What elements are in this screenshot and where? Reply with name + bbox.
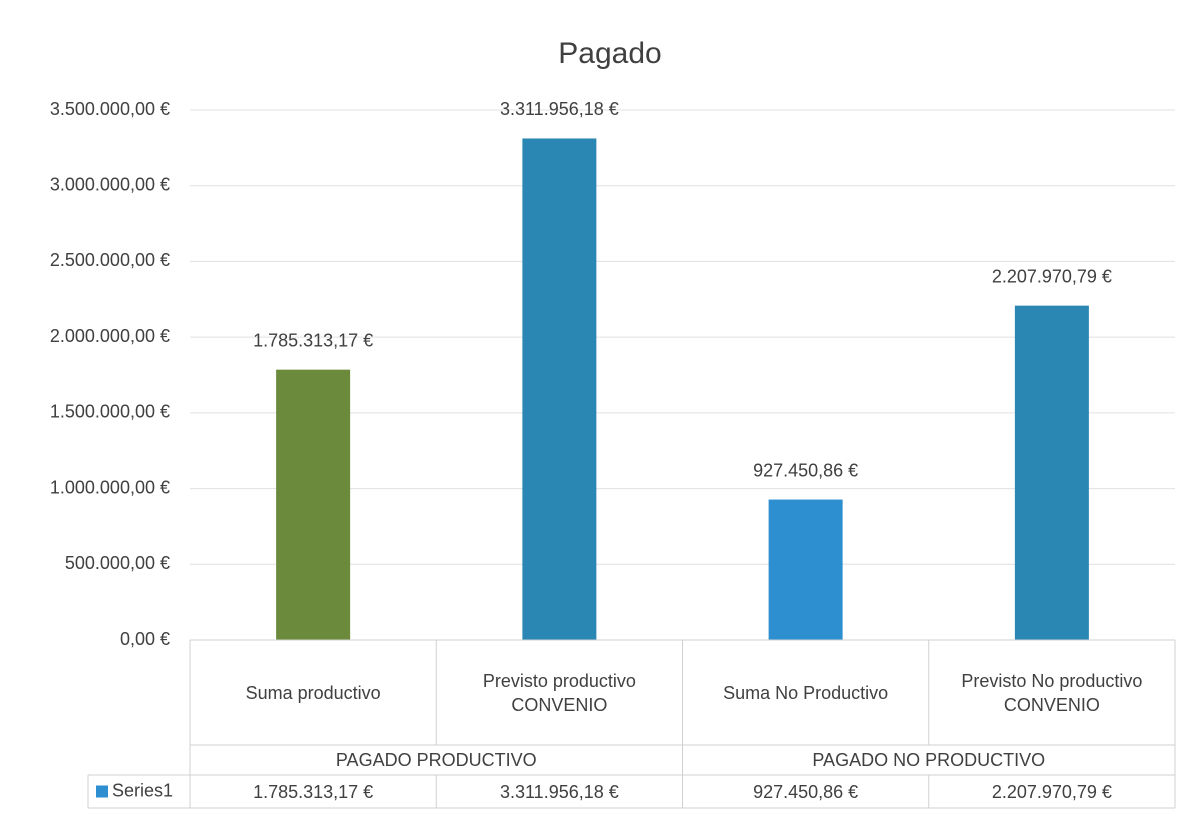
y-tick-label: 2.500.000,00 € bbox=[50, 250, 170, 270]
y-tick-label: 500.000,00 € bbox=[65, 553, 170, 573]
table-value: 1.785.313,17 € bbox=[253, 781, 374, 802]
y-tick-label: 1.000.000,00 € bbox=[50, 477, 170, 497]
x-tick-label: Previsto productivo CONVENIO bbox=[482, 670, 636, 715]
table-value: 927.450,86 € bbox=[753, 781, 859, 802]
group-label: PAGADO NO PRODUCTIVO bbox=[812, 750, 1046, 770]
group-label: PAGADO PRODUCTIVO bbox=[335, 750, 537, 770]
y-tick-label: 3.500.000,00 € bbox=[50, 99, 170, 119]
bar bbox=[276, 369, 351, 640]
table-value: 2.207.970,79 € bbox=[991, 781, 1112, 802]
y-tick-label: 1.500.000,00 € bbox=[50, 402, 170, 422]
data-label: 1.785.313,17 € bbox=[253, 330, 373, 350]
bar bbox=[522, 138, 597, 640]
table-value: 3.311.956,18 € bbox=[499, 781, 619, 802]
x-tick-label: Previsto No productivo CONVENIO bbox=[961, 670, 1143, 715]
data-label: 3.311.956,18 € bbox=[500, 99, 619, 119]
y-tick-label: 2.000.000,00 € bbox=[50, 326, 170, 346]
x-tick-label: Suma productivo bbox=[245, 682, 381, 703]
bar bbox=[768, 499, 843, 640]
y-tick-label: 3.000.000,00 € bbox=[50, 174, 170, 194]
data-label: 927.450,86 € bbox=[753, 460, 858, 480]
bar bbox=[1014, 305, 1089, 640]
chart-title: Pagado bbox=[558, 37, 661, 70]
data-label: 2.207.970,79 € bbox=[992, 266, 1112, 286]
x-tick-label: Suma No Productivo bbox=[723, 682, 889, 703]
legend-swatch bbox=[96, 785, 108, 798]
y-tick-label: 0,00 € bbox=[120, 629, 170, 649]
legend-label: Series1 bbox=[112, 780, 173, 800]
